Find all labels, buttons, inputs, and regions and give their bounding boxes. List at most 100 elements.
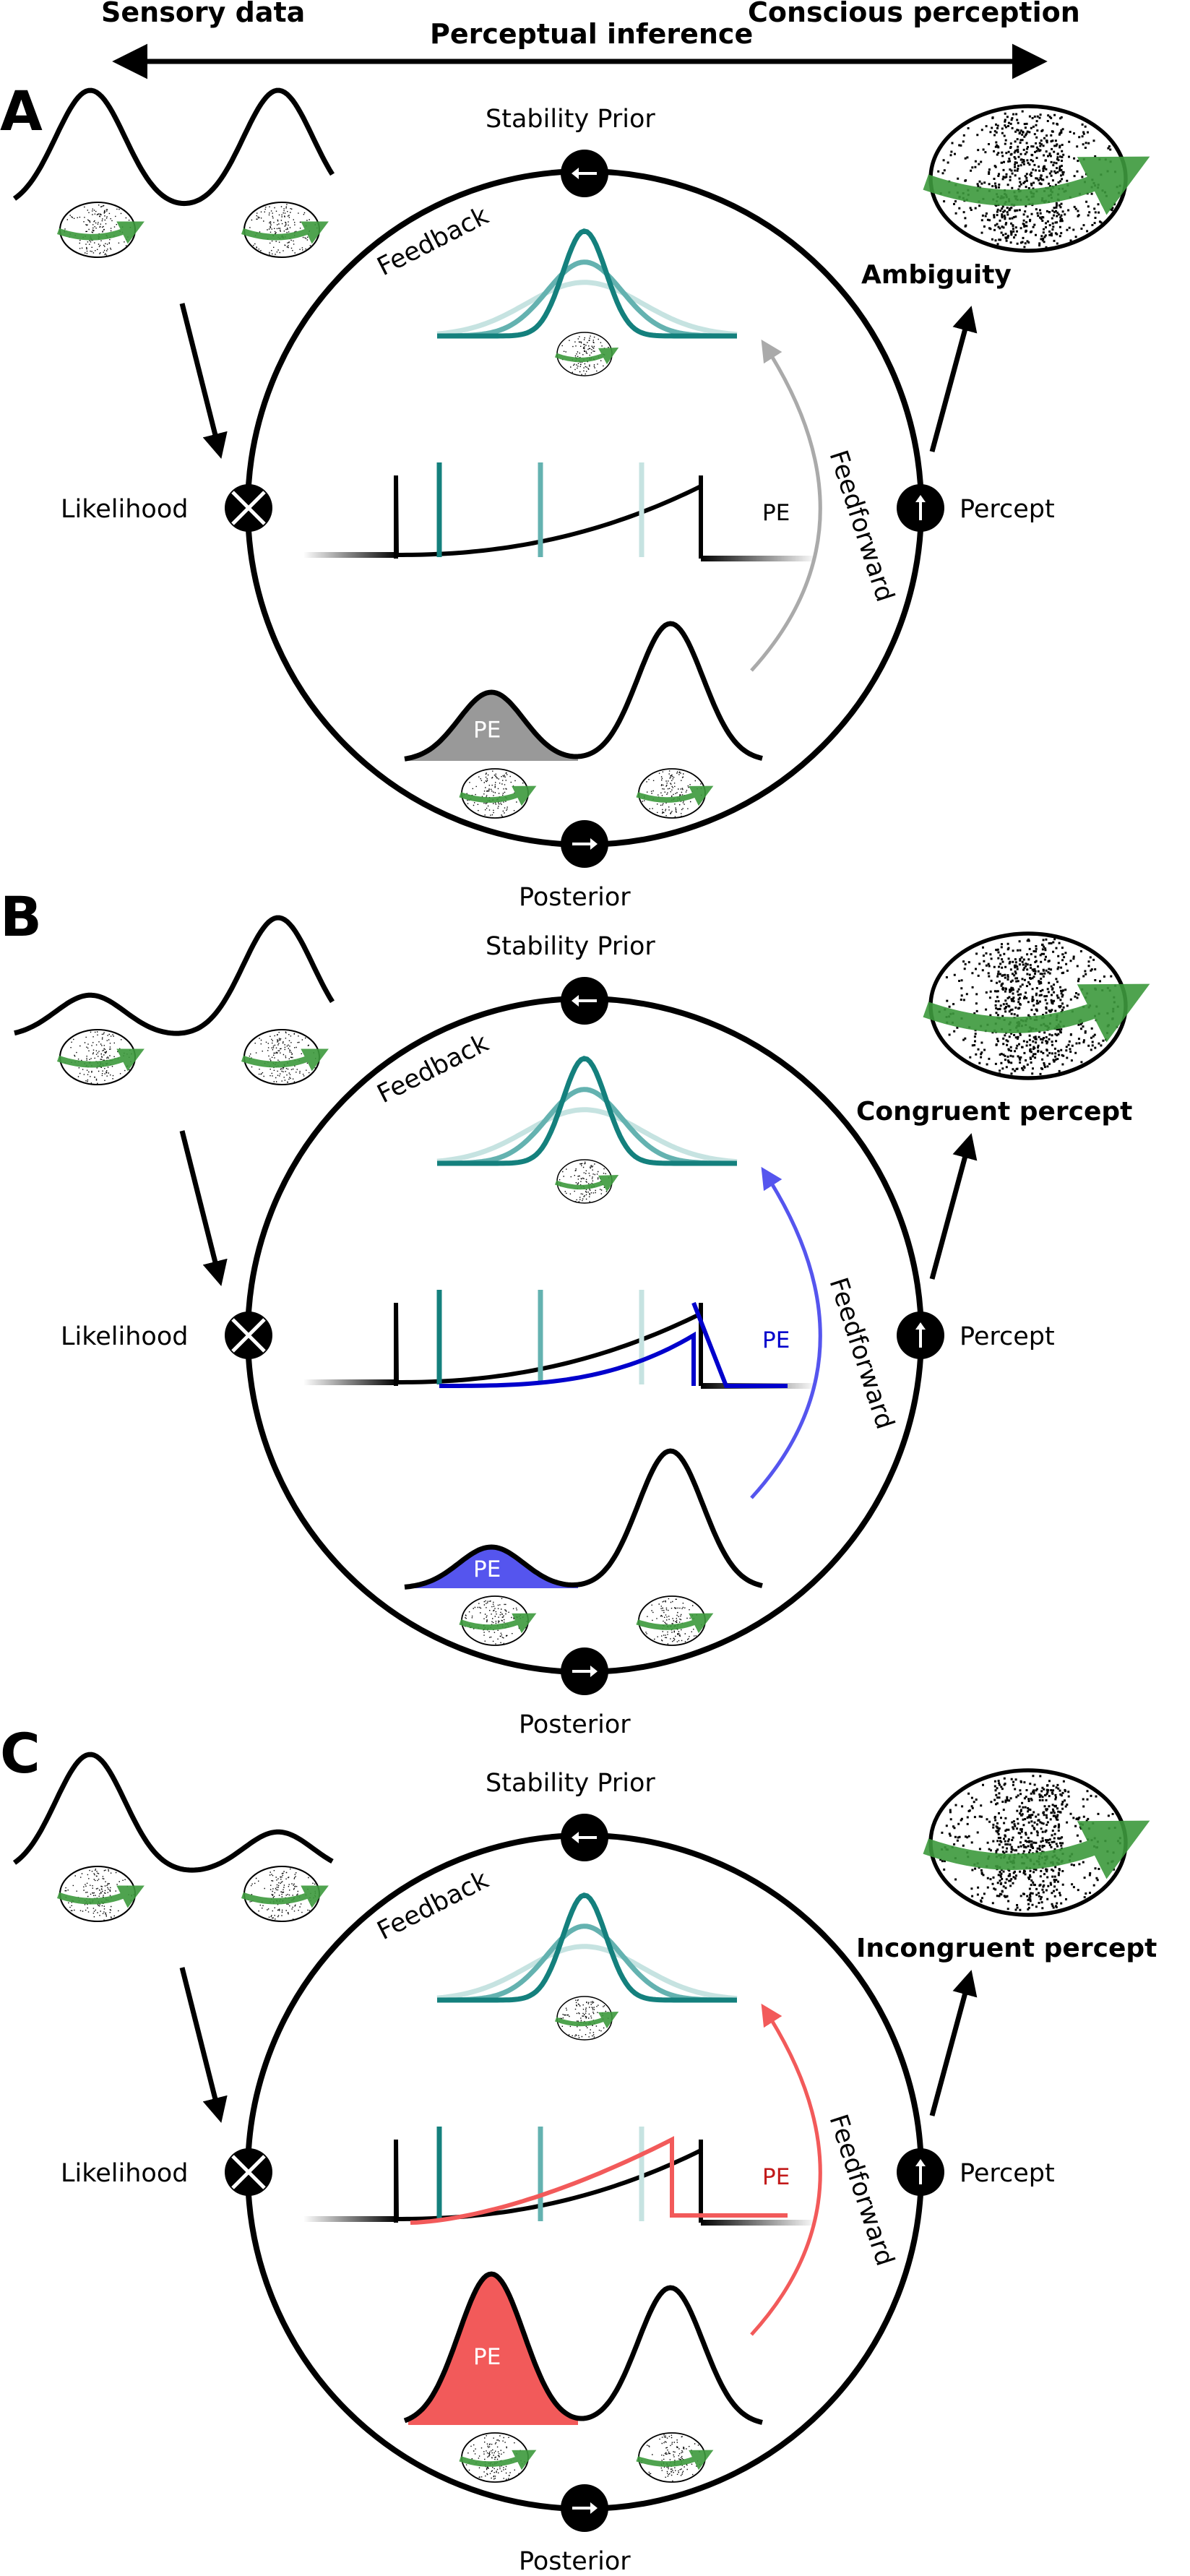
rotating-sphere-icon — [459, 1595, 537, 1646]
percept-label: Percept — [960, 2159, 1055, 2188]
panel-c: C Incongruent percept Stability Prior Pos… — [0, 1721, 1157, 2576]
likelihood-label: Likelihood — [61, 1322, 188, 1351]
posterior-right-arrow-icon — [561, 820, 608, 868]
rotation-arrow-icon — [241, 1048, 329, 1072]
posterior-label: Posterior — [519, 2547, 631, 2576]
rotating-sphere-icon — [554, 332, 619, 376]
rotation-arrow-icon — [56, 1048, 145, 1072]
percept-up-arrow-icon — [897, 484, 944, 532]
pe-signal-trace — [410, 2136, 788, 2225]
rotation-arrow-icon — [459, 1613, 537, 1634]
panel-content: Stability Prior Posterior Likelihood Percep… — [12, 1752, 1150, 2576]
sensory-data-curve — [12, 87, 335, 207]
header-conscious-perception: Conscious perception — [748, 0, 1080, 28]
header-sensory-data: Sensory data — [101, 0, 305, 28]
rotating-sphere-icon — [459, 2432, 537, 2483]
feedforward-arrow — [750, 1166, 822, 1499]
rotating-sphere-icon — [636, 1595, 714, 1646]
rotation-arrow-icon — [554, 2011, 619, 2029]
likelihood-label: Likelihood — [61, 495, 188, 524]
stability-prior-left-arrow-icon — [561, 977, 608, 1025]
posterior-curve — [404, 621, 763, 762]
posterior-pe-label: PE — [473, 2344, 501, 2370]
percept-label: Percept — [960, 1322, 1055, 1351]
percept-to-consciousness-arrow — [929, 1133, 978, 1280]
panel-letter: A — [0, 79, 43, 143]
likelihood-multiply-icon — [225, 1311, 272, 1359]
signal-fade-out — [701, 2220, 816, 2226]
posterior-pe-label: PE — [473, 1556, 501, 1582]
percept-up-arrow-icon — [897, 2148, 944, 2196]
rotating-sphere-icon — [636, 768, 714, 819]
posterior-pe-area — [408, 692, 578, 761]
posterior-pe-area — [408, 1547, 578, 1588]
signal-fade-in — [303, 552, 397, 558]
rotation-arrow-icon — [554, 347, 619, 365]
prior-distribution-2 — [437, 1892, 737, 2003]
percept-to-consciousness-arrow — [929, 1970, 978, 2116]
prior-distribution-2 — [437, 1056, 737, 1166]
posterior-curve — [403, 2271, 763, 2425]
panel-letter: B — [0, 884, 42, 949]
stability-prior-label: Stability Prior — [486, 105, 655, 134]
prior-distribution-0 — [436, 1107, 738, 1165]
panel-a: A Ambiguity Stability Prior Posterior Like… — [0, 79, 1150, 912]
rotating-sphere-icon — [56, 1865, 145, 1923]
rotating-sphere-icon — [241, 1865, 329, 1923]
prior-distribution-0 — [436, 280, 738, 337]
percept-to-consciousness-arrow — [929, 306, 978, 452]
feedforward-label: Feedforward — [823, 1274, 899, 1432]
sensory-to-likelihood-arrow — [179, 1130, 228, 1286]
rotation-arrow-icon — [636, 1613, 714, 1634]
stability-prior-label: Stability Prior — [486, 1769, 655, 1798]
signal-fade-out — [701, 556, 816, 561]
rotation-arrow-icon — [459, 785, 537, 806]
sensory-data-curve — [14, 915, 335, 1036]
panel-content: Stability Prior Posterior Likelihood Percep… — [12, 87, 1150, 912]
outcome-label: Congruent percept — [856, 1097, 1132, 1127]
percept-up-arrow-icon — [897, 1311, 944, 1359]
percept-label: Percept — [960, 495, 1055, 524]
posterior-label: Posterior — [519, 1710, 631, 1739]
rotating-sphere-icon — [241, 201, 329, 259]
rotating-sphere-icon — [923, 931, 1150, 1080]
feedforward-arrow — [750, 2003, 822, 2336]
stability-prior-label: Stability Prior — [486, 932, 655, 961]
rotation-arrow-icon — [923, 156, 1150, 215]
outcome-label: Ambiguity — [861, 260, 1012, 290]
prior-distribution-2 — [437, 228, 737, 339]
rotation-arrow-icon — [923, 983, 1150, 1043]
posterior-pe-area — [408, 2274, 578, 2425]
rotation-arrow-icon — [56, 1885, 145, 1908]
header-perceptual-inference: Perceptual inference — [430, 18, 753, 50]
rotating-sphere-icon — [923, 104, 1150, 253]
rotating-sphere-icon — [636, 2432, 714, 2483]
pe-signal-label: PE — [762, 2164, 790, 2190]
sensory-to-likelihood-arrow — [179, 303, 228, 459]
rotating-sphere-icon — [554, 1159, 619, 1204]
sensory-data-curve — [12, 1752, 334, 1873]
stability-prior-left-arrow-icon — [561, 150, 608, 197]
outcome-label: Incongruent percept — [856, 1934, 1157, 1963]
signal-fade-in — [303, 1379, 397, 1385]
pe-signal-trace — [439, 1301, 788, 1388]
panel-content: Stability Prior Posterior Likelihood Percep… — [14, 915, 1150, 1739]
rotation-arrow-icon — [241, 221, 329, 244]
posterior-pe-label: PE — [473, 717, 501, 743]
rotation-arrow-icon — [56, 221, 145, 244]
pe-signal-label: PE — [762, 500, 790, 526]
sensory-to-likelihood-arrow — [179, 1967, 228, 2123]
signal-fade-in — [303, 2216, 397, 2222]
likelihood-multiply-icon — [225, 2148, 272, 2196]
posterior-curve — [404, 1448, 763, 1590]
panel-b: B Congruent percept Stability Prior Poste… — [0, 884, 1150, 1739]
rotating-sphere-icon — [459, 768, 537, 819]
rotation-arrow-icon — [636, 2450, 714, 2471]
rotating-sphere-icon — [923, 1768, 1150, 1917]
posterior-right-arrow-icon — [561, 1647, 608, 1695]
posterior-label: Posterior — [519, 883, 631, 912]
rotation-arrow-icon — [923, 1820, 1150, 1879]
feedback-label: Feedback — [373, 1865, 493, 1946]
rotating-sphere-icon — [56, 201, 145, 259]
